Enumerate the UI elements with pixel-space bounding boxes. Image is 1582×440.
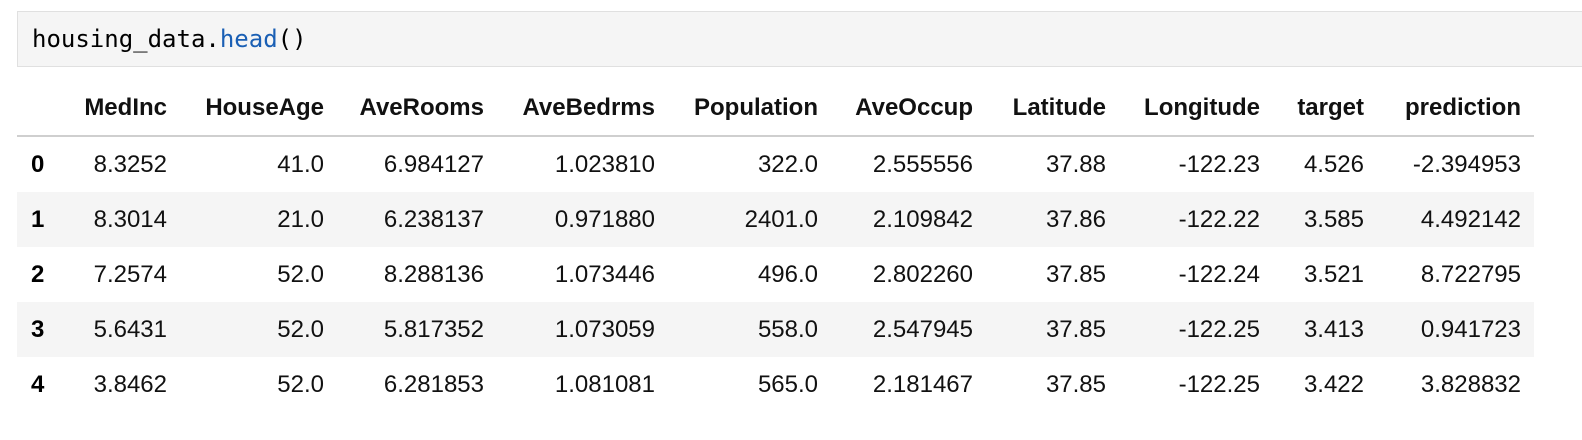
table-cell: 6.984127 xyxy=(383,150,484,178)
code-object: housing_data xyxy=(32,25,206,53)
table-cell: 6.281853 xyxy=(383,370,484,398)
table-cell: 3.521 xyxy=(1303,260,1364,288)
table-cell: 565.0 xyxy=(757,370,818,398)
table-cell: 3.585 xyxy=(1303,205,1364,233)
column-header: AveRooms xyxy=(337,78,497,137)
table-cell: 0.941723 xyxy=(1420,315,1521,343)
column-header: Longitude xyxy=(1119,78,1273,137)
table-cell: 37.86 xyxy=(1045,205,1106,233)
table-cell: 37.85 xyxy=(1045,370,1106,398)
dataframe-output-table: MedInc HouseAge AveRooms AveBedrms Popul… xyxy=(17,78,1534,412)
table-cell: 6.238137 xyxy=(383,205,484,233)
table-cell: 37.85 xyxy=(1045,260,1106,288)
table-cell: 1.073059 xyxy=(554,315,655,343)
table-cell: -122.25 xyxy=(1178,315,1260,343)
table-cell: 37.85 xyxy=(1045,315,1106,343)
table-cell: 7.2574 xyxy=(93,260,167,288)
index-header xyxy=(17,78,73,137)
table-cell: 4.492142 xyxy=(1420,205,1521,233)
table-cell: 496.0 xyxy=(757,260,818,288)
table-cell: 3.8462 xyxy=(93,370,167,398)
table-cell: 8.3252 xyxy=(93,150,167,178)
table-cell: 52.0 xyxy=(277,315,324,343)
table-cell: 1.081081 xyxy=(554,370,655,398)
table-cell: 52.0 xyxy=(277,370,324,398)
code-method: head xyxy=(219,25,278,53)
table-cell: 2.109842 xyxy=(872,205,973,233)
column-header: Population xyxy=(668,78,831,137)
table-row: 3 5.6431 52.0 5.817352 1.073059 558.0 2.… xyxy=(17,302,1534,357)
table-row: 0 8.3252 41.0 6.984127 1.023810 322.0 2.… xyxy=(17,136,1534,192)
table-cell: 8.3014 xyxy=(93,205,167,233)
table-cell: -2.394953 xyxy=(1412,150,1521,178)
table-cell: 2401.0 xyxy=(744,205,818,233)
table-cell: 8.288136 xyxy=(383,260,484,288)
table-cell: -122.25 xyxy=(1178,370,1260,398)
table-cell: 2.547945 xyxy=(872,315,973,343)
code-cell[interactable]: housing_data.head() xyxy=(17,11,1582,67)
table-cell: 21.0 xyxy=(277,205,324,233)
table-cell: 558.0 xyxy=(757,315,818,343)
table-cell: 41.0 xyxy=(277,150,324,178)
table-cell: -122.22 xyxy=(1178,205,1260,233)
table-cell: 8.722795 xyxy=(1420,260,1521,288)
column-header: target xyxy=(1273,78,1377,137)
row-index: 2 xyxy=(31,260,45,288)
row-index: 3 xyxy=(31,315,45,343)
column-header: AveOccup xyxy=(831,78,986,137)
code-input[interactable]: housing_data.head() xyxy=(32,24,307,54)
table-cell: 5.6431 xyxy=(93,315,167,343)
table-cell: -122.23 xyxy=(1178,150,1260,178)
table-row: 4 3.8462 52.0 6.281853 1.081081 565.0 2.… xyxy=(17,357,1534,412)
column-header: AveBedrms xyxy=(497,78,668,137)
table-cell: 1.023810 xyxy=(554,150,655,178)
column-header: Latitude xyxy=(986,78,1119,137)
table-cell: 4.526 xyxy=(1303,150,1364,178)
table-cell: 2.181467 xyxy=(872,370,973,398)
table-cell: 37.88 xyxy=(1045,150,1106,178)
table-cell: 1.073446 xyxy=(554,260,655,288)
row-index: 1 xyxy=(31,205,45,233)
code-dot: . xyxy=(205,25,220,53)
table-cell: 0.971880 xyxy=(554,205,655,233)
table-cell: 3.422 xyxy=(1303,370,1364,398)
table-row: 1 8.3014 21.0 6.238137 0.971880 2401.0 2… xyxy=(17,192,1534,247)
table-cell: 2.802260 xyxy=(872,260,973,288)
table-row: 2 7.2574 52.0 8.288136 1.073446 496.0 2.… xyxy=(17,247,1534,302)
code-parens: () xyxy=(277,25,307,53)
table-cell: 5.817352 xyxy=(383,315,484,343)
column-header: HouseAge xyxy=(180,78,337,137)
column-header: MedInc xyxy=(73,78,180,137)
row-index: 0 xyxy=(31,150,45,178)
table-body: 0 8.3252 41.0 6.984127 1.023810 322.0 2.… xyxy=(17,136,1534,412)
table-cell: 322.0 xyxy=(757,150,818,178)
table-cell: 52.0 xyxy=(277,260,324,288)
header-row: MedInc HouseAge AveRooms AveBedrms Popul… xyxy=(17,78,1534,137)
table-cell: 2.555556 xyxy=(872,150,973,178)
table-cell: 3.413 xyxy=(1303,315,1364,343)
table-cell: 3.828832 xyxy=(1420,370,1521,398)
table-header: MedInc HouseAge AveRooms AveBedrms Popul… xyxy=(17,78,1534,137)
row-index: 4 xyxy=(31,370,45,398)
column-header: prediction xyxy=(1377,78,1534,137)
table-cell: -122.24 xyxy=(1178,260,1260,288)
